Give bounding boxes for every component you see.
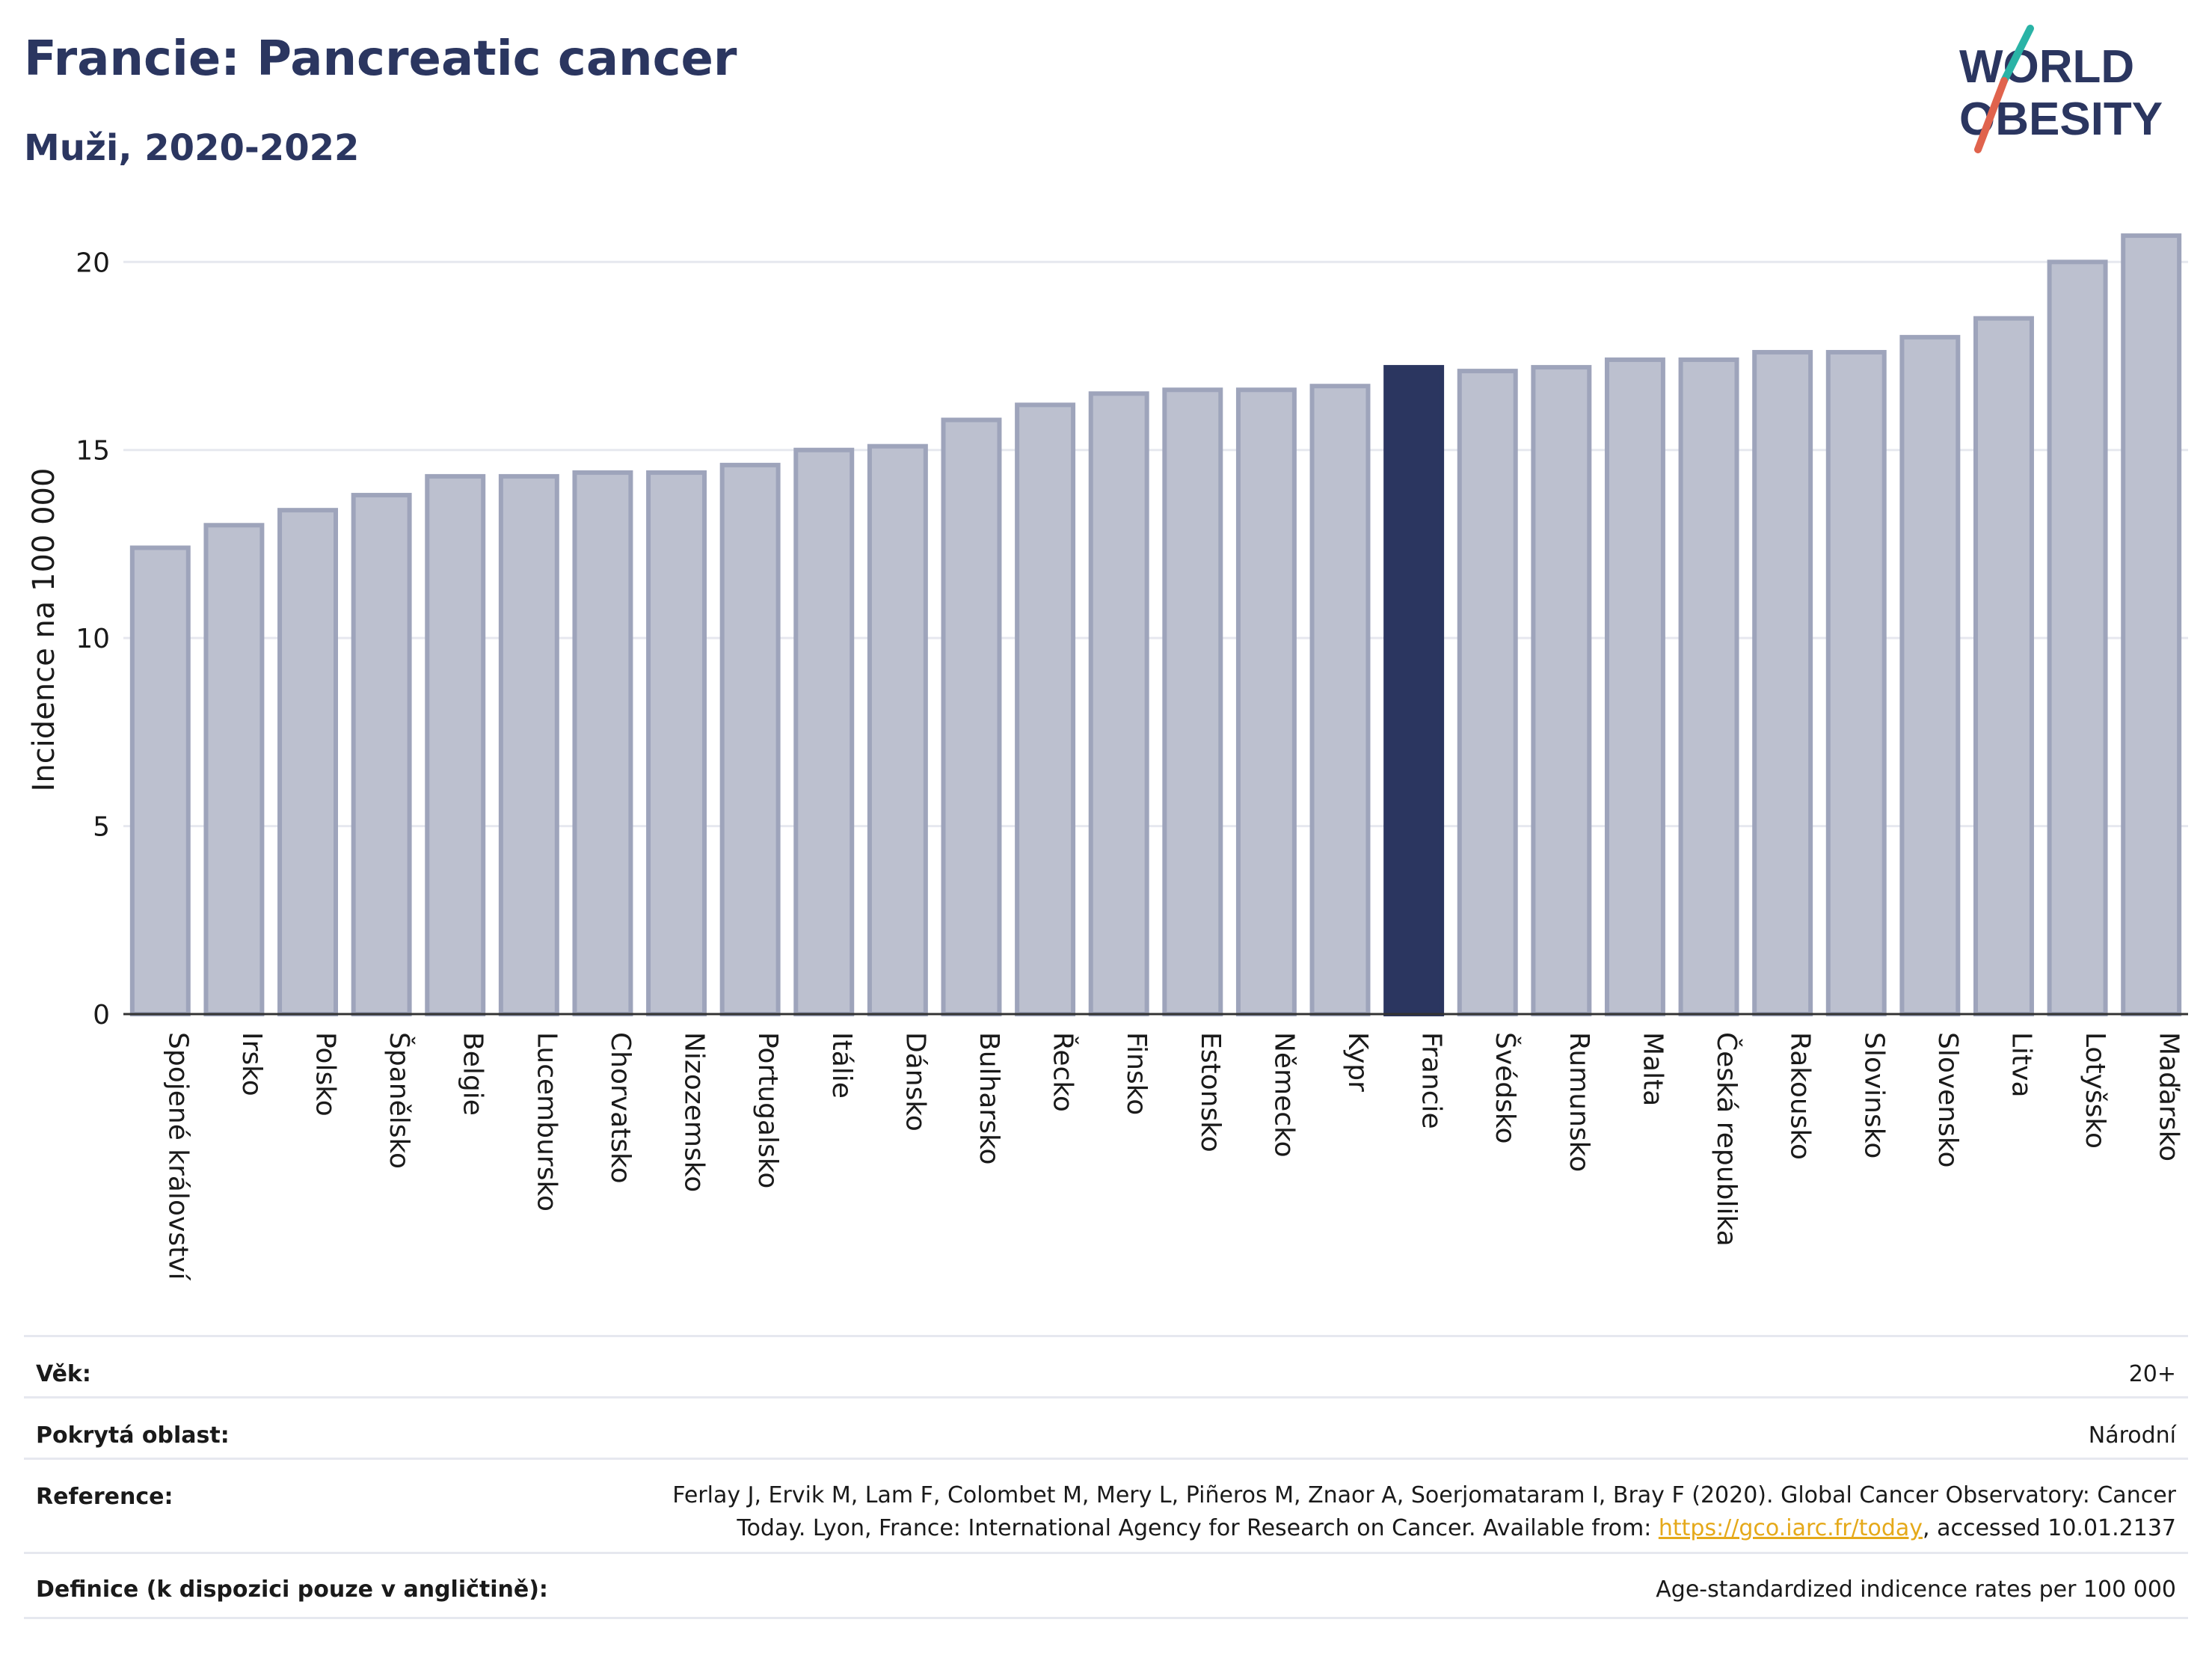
x-tick-label: Dánsko xyxy=(900,1032,930,1132)
x-tick-label: Estonsko xyxy=(1195,1032,1226,1152)
bar xyxy=(941,417,1002,1016)
x-tick-label: Španělsko xyxy=(384,1032,415,1169)
y-tick-label: 5 xyxy=(93,812,110,843)
x-tick-label: Polsko xyxy=(310,1032,341,1117)
x-tick-label: Finsko xyxy=(1121,1032,1152,1115)
age-label: Věk: xyxy=(36,1361,91,1387)
x-tick-label: Slovinsko xyxy=(1858,1032,1889,1158)
bar xyxy=(129,545,191,1016)
bar xyxy=(1088,391,1149,1016)
info-row-age: Věk: 20+ xyxy=(24,1335,2188,1398)
y-tick-label: 10 xyxy=(76,624,110,654)
chart-subtitle: Muži, 2020-2022 xyxy=(24,127,360,169)
logo-slash-teal xyxy=(2000,25,2034,85)
x-tick-label: Lucembursko xyxy=(531,1032,562,1212)
x-tick-label: Itálie xyxy=(826,1032,857,1099)
info-row-reference: Reference: Ferlay J, Ervik M, Lam F, Col… xyxy=(24,1458,2188,1554)
bar xyxy=(425,473,486,1016)
x-tick-label: Kypr xyxy=(1342,1032,1373,1092)
bar xyxy=(1162,387,1223,1016)
x-tick-label: Švédsko xyxy=(1490,1032,1521,1144)
world-obesity-logo: WORLD OBESITY xyxy=(1959,25,2163,153)
bar xyxy=(793,447,855,1016)
x-tick-label: Spojené království xyxy=(162,1032,193,1281)
info-table: Věk: 20+ Pokrytá oblast: Národní Referen… xyxy=(24,1335,2188,1619)
x-tick-label: Nizozemsko xyxy=(679,1032,710,1192)
y-tick-label: 15 xyxy=(76,436,110,467)
y-axis-label: Incidence na 100 000 xyxy=(27,468,61,792)
x-tick-label: Irsko xyxy=(236,1032,267,1096)
x-tick-label: Německo xyxy=(1268,1032,1299,1158)
x-tick-label: Lotyšsko xyxy=(2080,1032,2110,1149)
bar xyxy=(1678,357,1739,1016)
bar xyxy=(498,473,559,1016)
x-tick-label: Bulharsko xyxy=(974,1032,1004,1165)
reference-text-2: Today. Lyon, France: International Agenc… xyxy=(737,1515,1659,1541)
bar xyxy=(2121,233,2182,1017)
y-tick-label: 20 xyxy=(76,248,110,278)
bar-highlight xyxy=(1383,365,1445,1017)
bar xyxy=(1899,334,1961,1017)
reference-label: Reference: xyxy=(36,1484,173,1510)
area-label: Pokrytá oblast: xyxy=(36,1422,230,1449)
x-tick-label: Francie xyxy=(1416,1032,1447,1129)
x-tick-label: Rakousko xyxy=(1785,1032,1816,1160)
bar xyxy=(1015,402,1076,1016)
logo-line1: WORLD xyxy=(1959,41,2134,93)
bar xyxy=(351,493,412,1016)
x-tick-label: Maďarsko xyxy=(2154,1032,2184,1161)
x-tick-label: Malta xyxy=(1637,1032,1668,1106)
bar-chart: 0 5 10 15 20 Incidence na 100 000 Spojené král… xyxy=(27,233,2188,1281)
bar xyxy=(719,462,781,1016)
bar xyxy=(203,523,265,1016)
reference-text-3: , accessed 10.01.2137 xyxy=(1923,1515,2176,1541)
reference-text-1: Ferlay J, Ervik M, Lam F, Colombet M, Me… xyxy=(672,1482,2176,1508)
bar xyxy=(572,470,633,1016)
logo-slash-red xyxy=(1974,77,2008,153)
bar xyxy=(1457,369,1518,1017)
bar xyxy=(2047,260,2108,1016)
bar xyxy=(1825,349,1887,1016)
bar xyxy=(646,470,707,1016)
area-value: Národní xyxy=(2088,1422,2176,1449)
y-tick-label: 0 xyxy=(93,1000,110,1031)
reference-link[interactable]: https://gco.iarc.fr/today xyxy=(1658,1515,1923,1541)
bar xyxy=(1309,384,1371,1016)
bar xyxy=(1235,387,1297,1016)
x-tick-label: Česká republika xyxy=(1711,1032,1742,1247)
age-value: 20+ xyxy=(2128,1361,2176,1387)
x-tick-label: Rumunsko xyxy=(1564,1032,1594,1172)
info-row-area: Pokrytá oblast: Národní xyxy=(24,1396,2188,1460)
x-tick-label: Řecko xyxy=(1048,1032,1079,1112)
bar xyxy=(1752,349,1813,1016)
bar xyxy=(1604,357,1665,1016)
bar xyxy=(1973,316,2034,1016)
x-tick-label: Belgie xyxy=(458,1032,488,1116)
definition-value: Age-standardized indicence rates per 100… xyxy=(1656,1576,2176,1603)
reference-value: Ferlay J, Ervik M, Lam F, Colombet M, Me… xyxy=(531,1479,2176,1545)
definition-label: Definice (k dispozici pouze v angličtině… xyxy=(36,1576,548,1603)
x-tick-label: Slovensko xyxy=(1932,1032,1963,1168)
chart-title: Francie: Pancreatic cancer xyxy=(24,31,737,87)
x-tick-label: Litva xyxy=(2006,1032,2036,1098)
info-row-definition: Definice (k dispozici pouze v angličtině… xyxy=(24,1552,2188,1619)
x-tick-label: Portugalsko xyxy=(752,1032,783,1188)
bar xyxy=(867,443,928,1016)
bar xyxy=(277,508,338,1016)
bar xyxy=(1531,365,1592,1017)
x-tick-label: Chorvatsko xyxy=(605,1032,636,1184)
